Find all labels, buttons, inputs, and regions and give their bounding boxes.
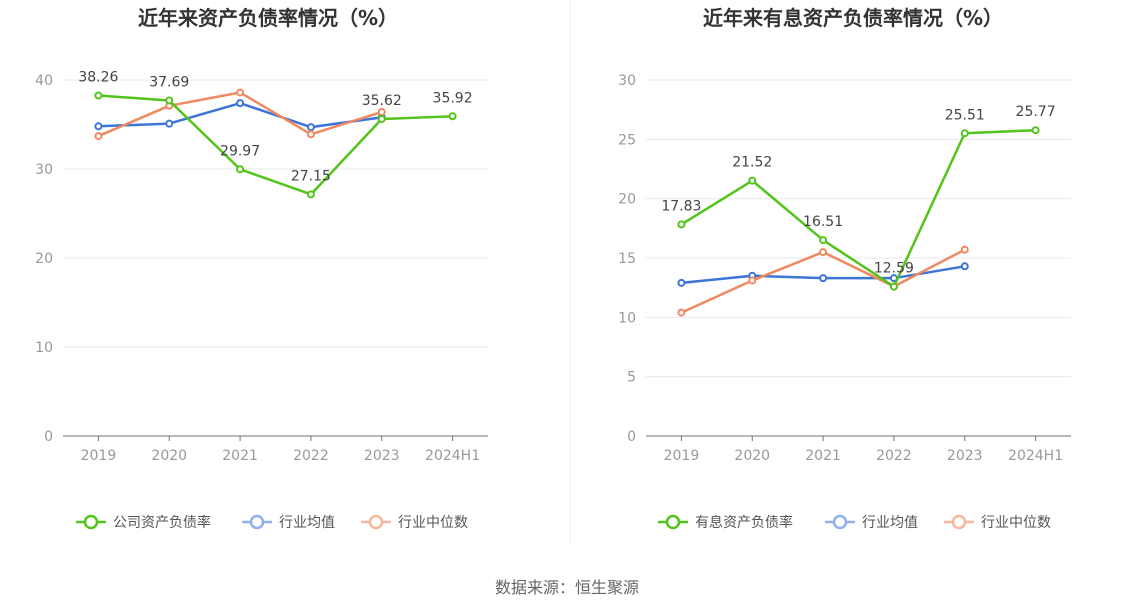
data-label: 25.77 xyxy=(1016,104,1056,120)
legend-label: 公司资产负债率 xyxy=(113,514,211,531)
series-line-company xyxy=(680,128,1036,288)
data-point xyxy=(306,130,315,139)
x-tick-label: 2023 xyxy=(947,448,983,464)
data-point xyxy=(165,96,174,105)
data-point xyxy=(677,308,686,317)
data-point xyxy=(306,190,315,199)
data-source: 数据来源：恒生聚源 xyxy=(495,578,639,597)
y-tick-label: 40 xyxy=(35,73,53,89)
legend-marker xyxy=(951,514,967,530)
data-point xyxy=(748,276,757,285)
y-tick-label: 20 xyxy=(618,192,636,208)
data-point xyxy=(377,114,386,123)
x-tick-label: 2020 xyxy=(151,448,187,464)
data-point xyxy=(236,99,245,108)
x-tick-label: 2020 xyxy=(734,448,770,464)
data-label: 35.62 xyxy=(362,93,402,109)
x-tick-label: 2022 xyxy=(876,448,912,464)
data-point xyxy=(306,123,315,132)
data-point xyxy=(819,248,828,257)
legend-label: 有息资产负债率 xyxy=(695,514,793,531)
y-tick-label: 20 xyxy=(35,251,53,267)
y-tick-label: 30 xyxy=(618,73,636,89)
data-label: 25.51 xyxy=(945,107,985,123)
data-label: 27.15 xyxy=(291,168,331,184)
y-tick-label: 0 xyxy=(44,429,53,445)
legend-marker xyxy=(83,514,99,530)
data-point xyxy=(677,220,686,229)
legend-marker xyxy=(832,514,848,530)
x-tick-label: 2021 xyxy=(805,448,841,464)
data-point xyxy=(448,112,457,121)
data-point xyxy=(960,129,969,138)
y-tick-label: 15 xyxy=(618,251,636,267)
data-point xyxy=(94,132,103,141)
data-point xyxy=(236,88,245,97)
y-tick-label: 10 xyxy=(618,310,636,326)
y-tick-label: 10 xyxy=(35,340,53,356)
x-tick-label: 2022 xyxy=(293,448,329,464)
x-tick-label: 2023 xyxy=(364,448,400,464)
data-label: 35.92 xyxy=(433,90,473,106)
data-point xyxy=(819,274,828,283)
data-label: 17.83 xyxy=(661,198,701,214)
x-tick-label: 2019 xyxy=(81,448,117,464)
y-tick-label: 25 xyxy=(618,132,636,148)
chart-debt-ratio: 近年来资产负债率情况（%） 0 10 20 30 40 2019 2020 2021 2022 20… xyxy=(35,6,488,531)
data-label: 21.52 xyxy=(732,155,772,171)
data-label: 12.59 xyxy=(874,261,914,277)
data-point xyxy=(236,165,245,174)
data-label: 16.51 xyxy=(803,214,843,230)
data-point xyxy=(960,262,969,271)
x-tick-label: 2024H1 xyxy=(1008,448,1063,464)
data-point xyxy=(377,108,386,117)
data-label: 29.97 xyxy=(220,143,260,159)
data-point xyxy=(960,245,969,254)
data-label: 37.69 xyxy=(149,75,189,91)
legend-label: 行业中位数 xyxy=(981,515,1051,531)
legend-label: 行业均值 xyxy=(279,515,335,531)
series-line-company xyxy=(98,94,453,196)
x-tick-label: 2024H1 xyxy=(425,448,480,464)
data-point xyxy=(748,176,757,185)
y-tick-label: 30 xyxy=(35,162,53,178)
x-tick-label: 2021 xyxy=(222,448,258,464)
data-point xyxy=(94,91,103,100)
legend-marker xyxy=(368,514,384,530)
chart-title: 近年来有息资产负债率情况（%） xyxy=(703,6,1003,30)
legend-label: 行业均值 xyxy=(862,515,918,531)
data-point xyxy=(889,282,898,291)
chart-title: 近年来资产负债率情况（%） xyxy=(138,6,398,30)
legend-marker xyxy=(249,514,265,530)
legend-marker xyxy=(665,514,681,530)
data-point xyxy=(165,119,174,128)
data-point xyxy=(94,122,103,131)
data-point xyxy=(1031,126,1040,135)
x-tick-label: 2019 xyxy=(664,448,700,464)
data-point xyxy=(819,236,828,245)
y-tick-label: 5 xyxy=(627,370,636,386)
chart-interest-debt-ratio: 近年来有息资产负债率情况（%） 0 5 10 15 20 25 30 2019 2020 2021 2… xyxy=(618,6,1071,531)
data-label: 38.26 xyxy=(78,69,118,85)
data-point xyxy=(677,278,686,287)
legend-label: 行业中位数 xyxy=(398,515,468,531)
y-tick-label: 0 xyxy=(627,429,636,445)
